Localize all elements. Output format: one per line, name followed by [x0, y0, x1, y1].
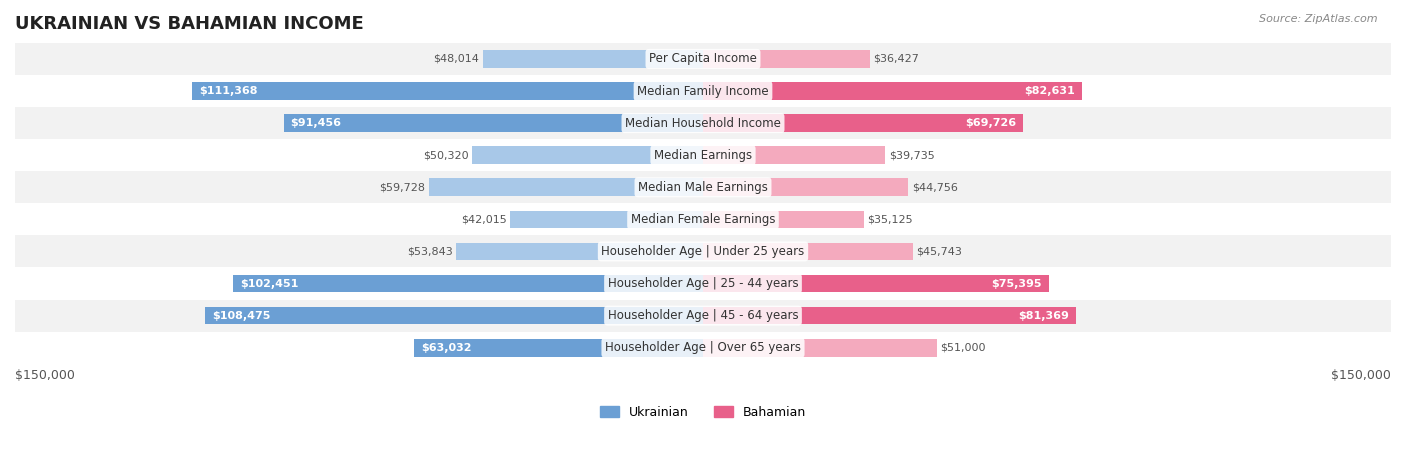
Bar	[15, 75, 1391, 107]
Bar	[703, 211, 865, 228]
Bar	[413, 339, 703, 356]
Text: $48,014: $48,014	[433, 54, 479, 64]
Text: Per Capita Income: Per Capita Income	[650, 52, 756, 65]
Text: Householder Age | 25 - 44 years: Householder Age | 25 - 44 years	[607, 277, 799, 290]
Bar	[193, 82, 703, 100]
Text: $102,451: $102,451	[240, 278, 298, 289]
Text: $50,320: $50,320	[423, 150, 468, 160]
Text: Median Family Income: Median Family Income	[637, 85, 769, 98]
Bar	[15, 139, 1391, 171]
Text: $111,368: $111,368	[200, 86, 257, 96]
Text: UKRAINIAN VS BAHAMIAN INCOME: UKRAINIAN VS BAHAMIAN INCOME	[15, 15, 364, 33]
Bar	[15, 203, 1391, 235]
Bar	[15, 268, 1391, 299]
Bar	[284, 114, 703, 132]
Bar	[15, 43, 1391, 75]
Bar	[429, 178, 703, 196]
Text: $35,125: $35,125	[868, 214, 912, 224]
Text: $69,726: $69,726	[965, 118, 1017, 128]
Text: Householder Age | 45 - 64 years: Householder Age | 45 - 64 years	[607, 309, 799, 322]
Bar	[703, 243, 912, 260]
Bar	[15, 107, 1391, 139]
Text: $44,756: $44,756	[911, 182, 957, 192]
Text: $108,475: $108,475	[212, 311, 271, 321]
Text: $39,735: $39,735	[889, 150, 935, 160]
Text: $150,000: $150,000	[1331, 368, 1391, 382]
Text: $75,395: $75,395	[991, 278, 1042, 289]
Text: $63,032: $63,032	[420, 343, 471, 353]
Text: $59,728: $59,728	[380, 182, 426, 192]
Text: $81,369: $81,369	[1018, 311, 1070, 321]
Text: $45,743: $45,743	[917, 247, 962, 256]
Text: $91,456: $91,456	[291, 118, 342, 128]
Bar	[233, 275, 703, 292]
Text: Median Male Earnings: Median Male Earnings	[638, 181, 768, 194]
Bar	[472, 146, 703, 164]
Text: $36,427: $36,427	[873, 54, 920, 64]
Text: $53,843: $53,843	[406, 247, 453, 256]
Text: Source: ZipAtlas.com: Source: ZipAtlas.com	[1260, 14, 1378, 24]
Bar	[703, 82, 1083, 100]
Bar	[703, 339, 936, 356]
Bar	[703, 146, 886, 164]
Bar	[703, 275, 1049, 292]
Bar	[15, 299, 1391, 332]
Bar	[456, 243, 703, 260]
Text: Householder Age | Under 25 years: Householder Age | Under 25 years	[602, 245, 804, 258]
Text: Median Earnings: Median Earnings	[654, 149, 752, 162]
Bar	[15, 171, 1391, 203]
Bar	[482, 50, 703, 68]
Text: Median Female Earnings: Median Female Earnings	[631, 213, 775, 226]
Text: Householder Age | Over 65 years: Householder Age | Over 65 years	[605, 341, 801, 354]
Text: $51,000: $51,000	[941, 343, 986, 353]
Text: $150,000: $150,000	[15, 368, 75, 382]
Bar	[703, 114, 1022, 132]
Bar	[15, 235, 1391, 268]
Bar	[510, 211, 703, 228]
Bar	[703, 307, 1076, 325]
Bar	[15, 332, 1391, 364]
Bar	[205, 307, 703, 325]
Text: $82,631: $82,631	[1025, 86, 1076, 96]
Text: $42,015: $42,015	[461, 214, 506, 224]
Bar	[703, 50, 870, 68]
Legend: Ukrainian, Bahamian: Ukrainian, Bahamian	[595, 401, 811, 424]
Text: Median Household Income: Median Household Income	[626, 117, 780, 130]
Bar	[703, 178, 908, 196]
